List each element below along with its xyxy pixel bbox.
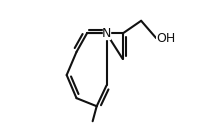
Polygon shape [103,28,110,39]
Text: OH: OH [157,32,176,45]
Text: N: N [102,27,111,40]
